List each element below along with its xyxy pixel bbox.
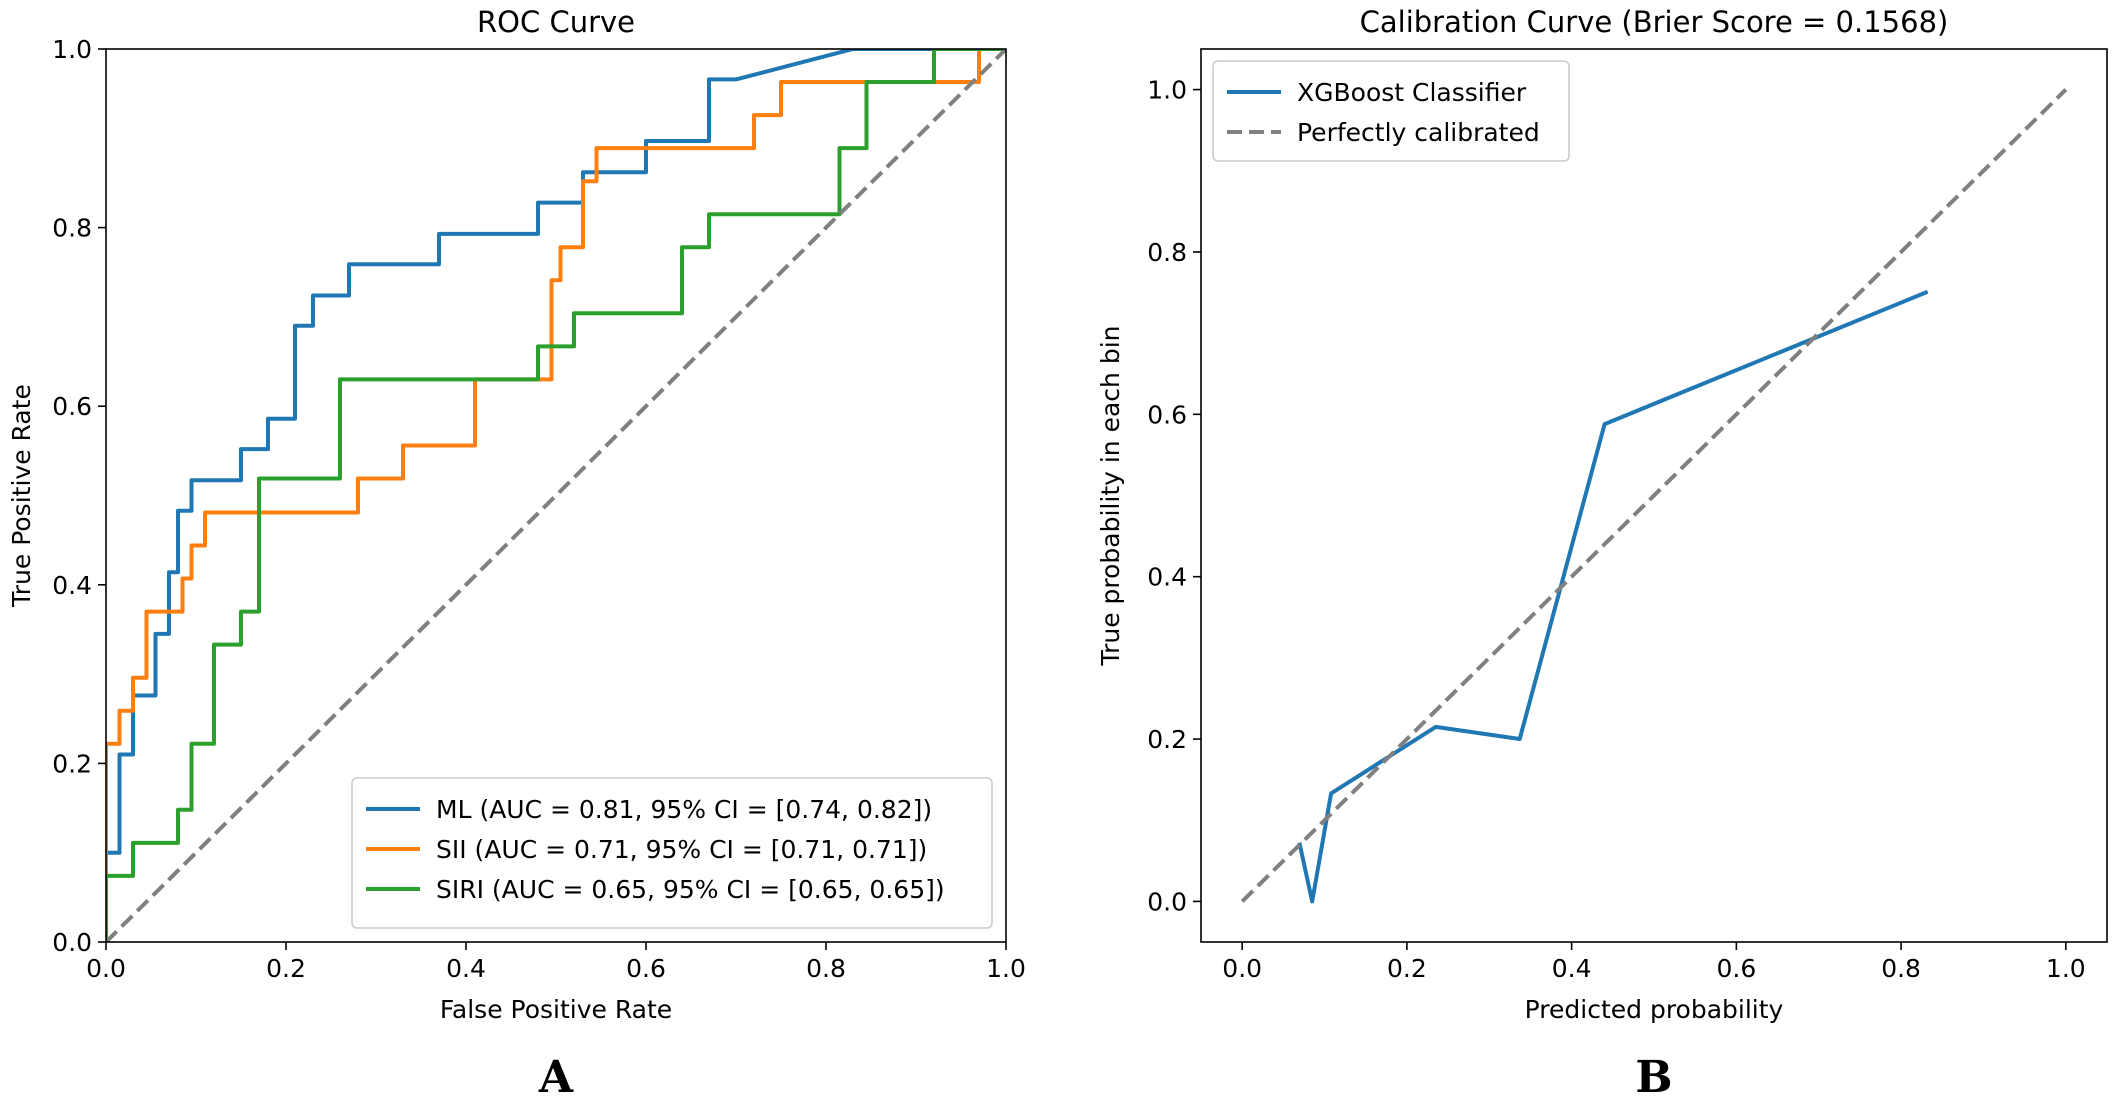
chance-diagonal-line [106, 49, 1006, 942]
legend-box [1212, 60, 1570, 162]
chart-title: Calibration Curve (Brier Score = 0.1568) [1360, 5, 1949, 39]
x-tick-label: 0.4 [446, 954, 486, 983]
y-tick-label: 0.0 [52, 928, 92, 957]
y-axis-label: True Positive Rate [7, 384, 36, 608]
x-tick-label: 0.8 [1881, 954, 1921, 983]
x-tick-label: 0.2 [266, 954, 306, 983]
legend-label: SIRI (AUC = 0.65, 95% CI = [0.65, 0.65]) [436, 875, 945, 904]
y-tick-label: 0.6 [52, 392, 92, 421]
y-tick-label: 0.2 [52, 749, 92, 778]
series-line-1 [106, 49, 1006, 942]
legend-label: XGBoost Classifier [1297, 78, 1527, 107]
x-tick-label: 0.2 [1387, 954, 1427, 983]
x-axis-label: Predicted probability [1525, 995, 1784, 1024]
plot-area [1240, 88, 2068, 904]
series-line-0 [1297, 289, 1929, 904]
plot-area [106, 49, 1006, 942]
roc-panel: 0.0 0.2 0.4 0.6 0.8 1.0 0.0 0.2 0.4 0.6 0.8 1.0 ROC … [7, 5, 1026, 1103]
legend-label: Perfectly calibrated [1297, 118, 1540, 147]
x-axis-label: False Positive Rate [440, 995, 672, 1024]
legend: XGBoost Classifier Perfectly calibrated [1212, 60, 1570, 162]
legend-label: ML (AUC = 0.81, 95% CI = [0.74, 0.82]) [436, 795, 932, 824]
axes-frame [1200, 48, 2108, 943]
x-tick-label: 0.0 [86, 954, 126, 983]
axes-frame [105, 48, 1007, 943]
y-tick-label: 0.0 [1147, 887, 1187, 916]
y-tick-label: 1.0 [52, 35, 92, 64]
y-tick-label: 1.0 [1147, 76, 1187, 105]
y-tick-label: 0.6 [1147, 400, 1187, 429]
panel-letter: B [1635, 1052, 1672, 1103]
y-tick-label: 0.2 [1147, 725, 1187, 754]
x-tick-label: 1.0 [2046, 954, 2086, 983]
y-tick-label: 0.8 [1147, 238, 1187, 267]
x-tick-label: 0.8 [806, 954, 846, 983]
y-axis-label: True probability in each bin [1096, 325, 1125, 666]
x-tick-label: 0.4 [1552, 954, 1592, 983]
chart-title: ROC Curve [477, 5, 635, 39]
y-tick-label: 0.4 [1147, 563, 1187, 592]
legend-label: SII (AUC = 0.71, 95% CI = [0.71, 0.71]) [436, 835, 927, 864]
legend: ML (AUC = 0.81, 95% CI = [0.74, 0.82]) SI… [351, 777, 993, 929]
panel-letter: A [538, 1052, 574, 1103]
x-tick-label: 0.6 [626, 954, 666, 983]
x-tick-label: 1.0 [986, 954, 1026, 983]
calibration-panel: 0.0 0.2 0.4 0.6 0.8 1.0 0.0 0.2 0.4 0.6 0.8 1.0 Cali… [1096, 5, 2108, 1103]
series-line-0 [106, 49, 1006, 942]
perfect-calibration-line [1240, 88, 2068, 903]
x-tick-label: 0.0 [1222, 954, 1262, 983]
y-tick-label: 0.4 [52, 571, 92, 600]
legend-box [351, 777, 993, 929]
y-tick-label: 0.8 [52, 214, 92, 243]
x-tick-label: 0.6 [1716, 954, 1756, 983]
series-line-2 [106, 49, 1006, 942]
